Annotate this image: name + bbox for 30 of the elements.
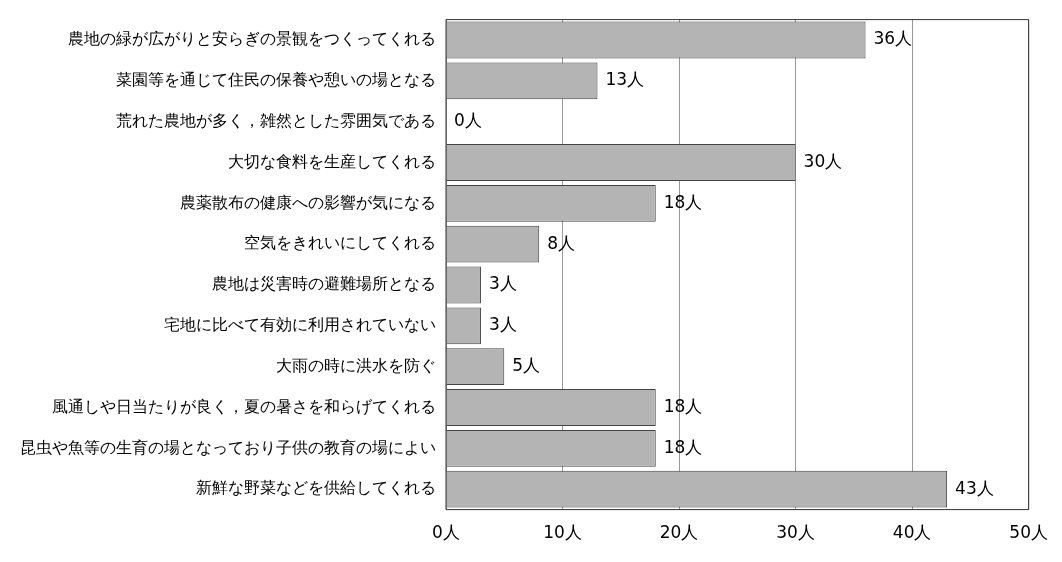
data-label: 3人 bbox=[488, 273, 517, 294]
x-tick-label: 20人 bbox=[659, 522, 699, 543]
data-label: 5人 bbox=[512, 355, 541, 376]
x-tick-label: 30人 bbox=[776, 522, 815, 543]
data-label: 13人 bbox=[605, 69, 645, 90]
y-tick-label: 農地は災害時の避難場所となる bbox=[212, 274, 436, 294]
data-label: 30人 bbox=[803, 150, 843, 171]
y-tick-label: 農地の緑が広がりと安らぎの景観をつくってくれる bbox=[68, 29, 436, 49]
x-tick-label: 10人 bbox=[543, 522, 582, 543]
data-label: 3人 bbox=[488, 314, 517, 335]
x-tick-label: 0人 bbox=[432, 522, 460, 543]
y-tick-label: 菜園等を通じて住民の保養や憩いの場となる bbox=[116, 70, 436, 90]
y-tick-label: 宅地に比べて有効に利用されていない bbox=[164, 315, 436, 335]
data-label: 18人 bbox=[663, 395, 703, 416]
data-label: 8人 bbox=[547, 232, 576, 253]
y-tick-label: 空気をきれいにしてくれる bbox=[244, 233, 436, 253]
data-label: 0人 bbox=[454, 110, 482, 131]
data-label: 18人 bbox=[663, 436, 703, 457]
y-tick-label: 大切な食料を生産してくれる bbox=[228, 151, 436, 171]
y-tick-label: 新鮮な野菜などを供給してくれる bbox=[196, 478, 436, 498]
y-tick-label: 荒れた農地が多く，雑然とした雰囲気である bbox=[116, 110, 436, 130]
y-tick-label: 風通しや日当たりが良く，夏の暑さを和らげてくれる bbox=[52, 396, 436, 416]
x-tick-label: 50人 bbox=[1009, 522, 1048, 543]
data-label: 18人 bbox=[663, 191, 703, 212]
y-tick-label: 農薬散布の健康への影響が気になる bbox=[180, 192, 436, 212]
data-label: 43人 bbox=[955, 477, 994, 498]
y-tick-label: 大雨の時に洪水を防ぐ bbox=[276, 355, 436, 375]
data-label: 36人 bbox=[873, 28, 913, 49]
x-tick-label: 40人 bbox=[892, 522, 932, 543]
y-tick-label: 昆虫や魚等の生育の場となっており子供の教育の場によい bbox=[20, 437, 436, 457]
